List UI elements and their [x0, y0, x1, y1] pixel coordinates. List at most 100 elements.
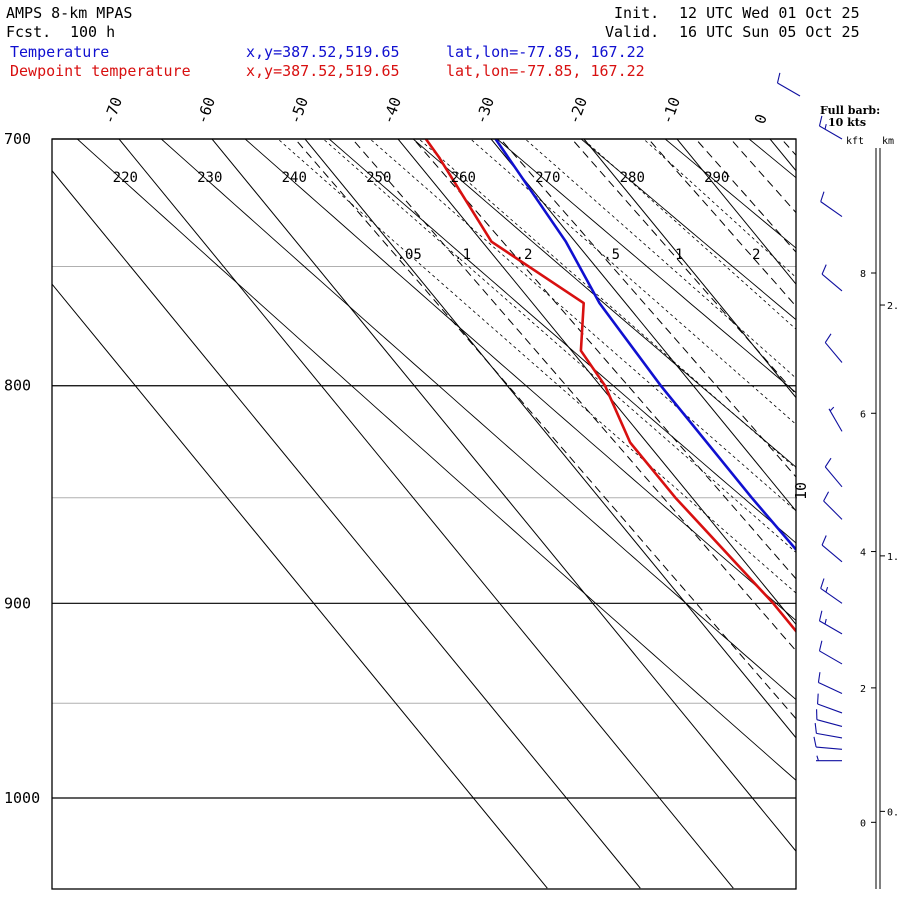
- wind-barb-full: [817, 672, 821, 683]
- wind-barb-staff: [816, 732, 843, 739]
- kft-tick-label-8: 8: [860, 269, 866, 280]
- dewpoint-series-name: Dewpoint temperature: [10, 62, 191, 80]
- temperature-label--20: -20: [565, 95, 591, 127]
- kft-label: kft: [846, 136, 864, 147]
- temperature-label--30: -30: [472, 95, 498, 127]
- dry-adiabat-label-290: 290: [704, 170, 729, 186]
- wind-barb-staff: [823, 500, 843, 520]
- temperature-label-0: 0: [751, 112, 771, 127]
- temperature-label--10: -10: [658, 95, 684, 127]
- pressure-label-700: 700: [4, 130, 31, 148]
- model-title: AMPS 8-km MPAS: [6, 4, 132, 22]
- temperature-latlon: lat,lon=-77.85, 167.22: [446, 43, 645, 61]
- wind-barb-16: [816, 755, 842, 762]
- wind-barb-11: [817, 672, 843, 694]
- wind-barb-half: [824, 123, 827, 130]
- isotherm--90: [52, 283, 548, 889]
- wind-barb-14: [814, 722, 843, 739]
- wind-barb-2: [821, 264, 843, 292]
- wind-legend-line1: Full barb:: [820, 104, 880, 117]
- moist-adiabat-0: [582, 139, 796, 330]
- wind-barb-half: [829, 406, 835, 412]
- wind-barb-staff: [820, 587, 843, 604]
- dry-adiabat-label-250: 250: [366, 170, 391, 186]
- dry-adiabat-230: [160, 139, 796, 701]
- wind-barb-staff: [819, 650, 843, 665]
- pressure-label-800: 800: [4, 377, 31, 395]
- km-tick-label-2.3: 2.: [887, 301, 899, 312]
- mixing-ratio-label-1: 1: [675, 247, 683, 263]
- wind-barb-staff: [828, 408, 843, 432]
- isotherm--30: [490, 139, 796, 512]
- isotherm-10: [841, 112, 900, 888]
- moist-adiabat--25: [322, 139, 796, 553]
- wind-barb-full: [817, 693, 819, 705]
- sounding-traces: [424, 139, 796, 634]
- dry-adiabat-label-270: 270: [535, 170, 560, 186]
- mixing-ratio-line-0.05: [294, 139, 796, 720]
- moist-adiabats: [277, 139, 796, 594]
- dry-adiabat-label-280: 280: [620, 170, 645, 186]
- init-time: 12 UTC Wed 01 Oct 25: [679, 4, 860, 22]
- wind-barb-staff: [824, 466, 843, 488]
- mixing-ratio-line-2: [647, 139, 796, 307]
- wind-barb-half: [824, 618, 827, 625]
- wind-barb-full: [823, 491, 830, 502]
- wind-barb-full: [824, 457, 832, 468]
- wind-barb-3: [824, 333, 843, 363]
- kft-tick-label-0: 0: [860, 818, 866, 829]
- dry-adiabat-280: [580, 139, 796, 321]
- mixing-ratio-line-6: [780, 139, 796, 156]
- isotherm--10: [676, 139, 796, 285]
- wind-barb-full: [814, 722, 817, 734]
- temperature-label--60: -60: [193, 95, 219, 127]
- wind-barb-half: [825, 586, 829, 593]
- mixing-ratio-label-0.1: .1: [454, 247, 471, 263]
- wind-barb-0: [818, 115, 843, 140]
- wind-barb-full: [818, 640, 823, 652]
- wind-barb-7: [821, 535, 843, 563]
- km-tick-label-0.05: 0.: [887, 807, 899, 818]
- forecast-hours: 100 h: [70, 23, 115, 41]
- dry-adiabat-label-260: 260: [451, 170, 476, 186]
- temperature-label-side: 10: [792, 482, 810, 500]
- wind-barb-staff: [824, 342, 843, 363]
- isotherm--80: [52, 169, 641, 889]
- moist-adiabat--15: [418, 139, 796, 469]
- dry-adiabat-250: [328, 139, 796, 544]
- wind-barb-half: [816, 755, 819, 761]
- valid-time: 16 UTC Sun 05 Oct 25: [679, 23, 860, 41]
- isotherm--20: [583, 139, 796, 399]
- height-ticks: 8 6 4 2 0 2. 1. 0.: [860, 269, 899, 829]
- valid-label: Valid.: [605, 23, 659, 41]
- kft-tick-label-2: 2: [860, 684, 866, 695]
- temperature-trace: [494, 139, 796, 552]
- forecast-label: Fcst.: [6, 23, 51, 41]
- wind-barb-6: [823, 491, 843, 520]
- wind-barb-staff: [820, 201, 843, 217]
- wind-legend-line2: 10 kts: [828, 116, 866, 129]
- wind-barb-full: [818, 610, 823, 622]
- wind-barb-staff: [819, 125, 843, 140]
- mixing-ratio-line-0.5: [499, 139, 796, 478]
- dewpoint-latlon: lat,lon=-77.85, 167.22: [446, 62, 645, 80]
- kft-tick-label-6: 6: [860, 409, 866, 420]
- wind-barb-staff: [821, 273, 843, 292]
- mixing-ratio-label-0.2: .2: [516, 247, 533, 263]
- wind-barb-full: [821, 264, 827, 275]
- wind-barbs: [776, 72, 843, 762]
- wind-barb-13: [816, 709, 843, 727]
- moist-adiabat--10: [469, 139, 796, 425]
- wind-barb-full: [776, 72, 781, 84]
- mixing-ratio-label-0.5: .5: [603, 247, 620, 263]
- wind-legend-barb: [776, 72, 801, 97]
- dewpoint-xy: x,y=387.52,519.65: [246, 62, 400, 80]
- temperature-label--70: -70: [100, 95, 126, 127]
- km-tick-label-1.2: 1.: [887, 552, 899, 563]
- moist-adiabat--30: [277, 139, 796, 594]
- pressure-label-900: 900: [4, 594, 31, 612]
- wind-barb-15: [813, 736, 843, 750]
- km-label: km: [882, 136, 894, 147]
- pressure-label-1000: 1000: [4, 789, 40, 807]
